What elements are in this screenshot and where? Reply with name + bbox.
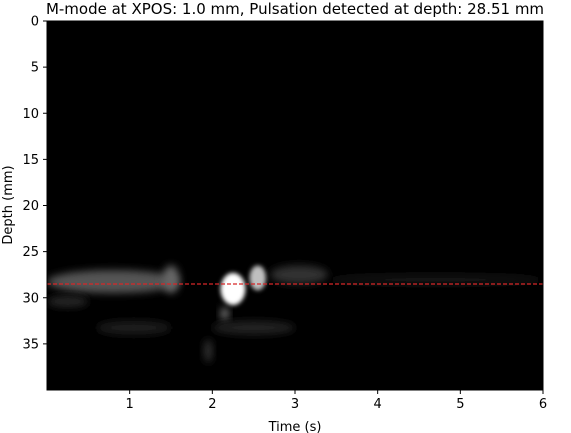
x-tick-label: 5 [456,397,464,412]
y-tick-label: 20 [22,199,39,214]
intensity-feature-1 [47,295,89,307]
mmode-image-background [47,21,543,390]
intensity-features [47,265,543,363]
intensity-feature-6 [220,306,229,321]
y-tick-label: 10 [22,107,39,122]
y-tick-label: 5 [31,61,39,76]
x-tick-label: 4 [374,397,382,412]
intensity-feature-3 [162,265,180,294]
y-tick-label: 30 [22,291,39,306]
intensity-feature-0 [47,270,180,294]
intensity-feature-5 [249,265,267,291]
y-tick-label: 35 [22,337,39,352]
chart-title: M-mode at XPOS: 1.0 mm, Pulsation detect… [46,0,544,18]
y-tick-label: 25 [22,245,39,260]
x-axis-ticks: 1 2 3 4 5 6 [126,390,547,412]
intensity-feature-10 [212,320,295,335]
intensity-feature-4 [220,272,246,306]
intensity-feature-8 [270,265,329,284]
intensity-feature-7 [204,339,213,363]
x-tick-label: 3 [291,397,299,412]
x-tick-label: 2 [208,397,216,412]
intensity-feature-9 [328,274,543,285]
y-axis-label: Depth (mm) [1,165,16,244]
x-axis-label: Time (s) [268,420,322,433]
x-tick-label: 6 [539,397,547,412]
intensity-feature-2 [96,320,171,335]
x-tick-label: 1 [126,397,134,412]
y-tick-label: 15 [22,153,39,168]
y-tick-label: 0 [31,15,39,30]
y-axis-ticks: 0 5 10 15 20 25 30 35 [22,15,47,352]
